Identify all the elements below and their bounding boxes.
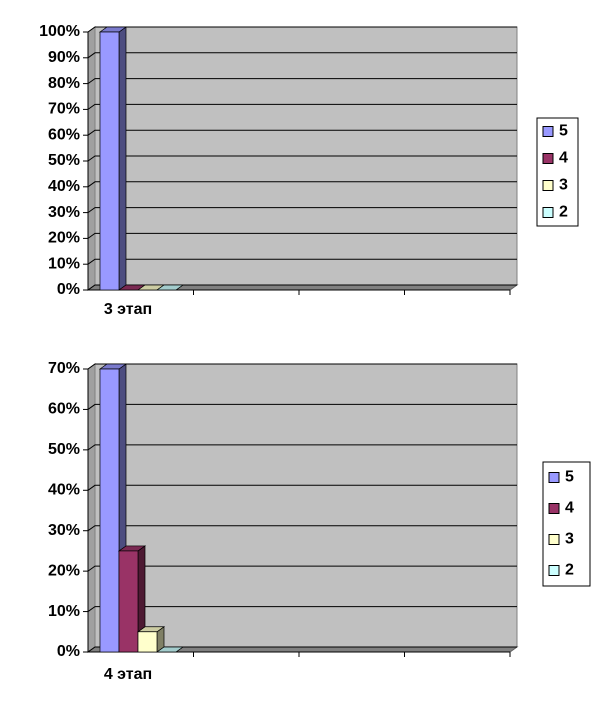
x-tick-label: 4 этап [104,666,152,683]
y-tick-label: 60% [48,126,80,143]
grid-line [87,403,517,410]
bar-top [155,284,185,291]
grid-line [87,103,517,110]
bar [98,26,128,291]
legend-label: 5 [559,123,568,140]
grid-line [87,181,517,188]
legend-swatch [542,153,554,164]
grid-line [87,284,517,291]
legend-label: 4 [565,500,574,517]
bar [155,284,185,291]
legend-label: 5 [565,469,574,486]
y-tick-label: 0% [57,281,80,298]
grid-line [87,232,517,239]
grid-line [87,525,517,532]
y-tick-label: 40% [48,482,80,499]
y-tick-label: 50% [48,441,80,458]
bar-front [99,368,120,653]
legend-swatch [548,472,560,483]
bar [155,646,185,653]
legend-swatch [548,534,560,545]
legend-swatch [548,565,560,576]
y-tick-label: 20% [48,562,80,579]
grid-line [87,78,517,85]
legend-label: 3 [565,531,574,548]
legend-label: 2 [565,562,574,579]
bar [136,626,166,653]
legend-swatch [542,180,554,191]
y-tick-label: 70% [48,101,80,118]
x-tick-label: 3 этап [104,301,152,318]
legend-swatch [548,503,560,514]
y-tick-label: 20% [48,230,80,247]
grid-line [87,606,517,612]
grid-line [87,207,517,214]
legend-swatch [542,126,554,137]
back-wall [94,363,518,648]
y-tick-label: 50% [48,152,80,169]
y-tick-label: 90% [48,49,80,66]
y-tick-label: 10% [48,603,80,620]
bar-top [155,646,185,653]
y-tick-label: 10% [48,255,80,272]
legend-label: 4 [559,150,568,167]
grid-line [87,258,517,265]
grid-line [87,155,517,162]
grid-line [87,26,517,33]
grid-line [87,52,517,59]
y-tick-label: 30% [48,204,80,221]
y-tick-label: 40% [48,178,80,195]
grid-line [87,565,517,572]
y-tick-label: 0% [57,643,80,660]
grid-line [87,484,517,491]
grid-line [87,646,517,653]
bar-front [99,31,120,291]
y-tick-label: 60% [48,401,80,418]
bar-side [118,26,127,291]
bar-front [137,631,158,653]
grid-line [87,129,517,136]
y-tick-label: 30% [48,522,80,539]
legend-swatch [542,207,554,218]
y-tick-label: 100% [39,23,80,40]
legend-label: 3 [559,177,568,194]
y-tick-label: 80% [48,75,80,92]
grid-line [87,363,517,370]
bar-front [118,550,139,653]
grid-line [87,444,517,451]
legend-label: 2 [559,204,568,221]
y-tick-label: 70% [48,360,80,377]
